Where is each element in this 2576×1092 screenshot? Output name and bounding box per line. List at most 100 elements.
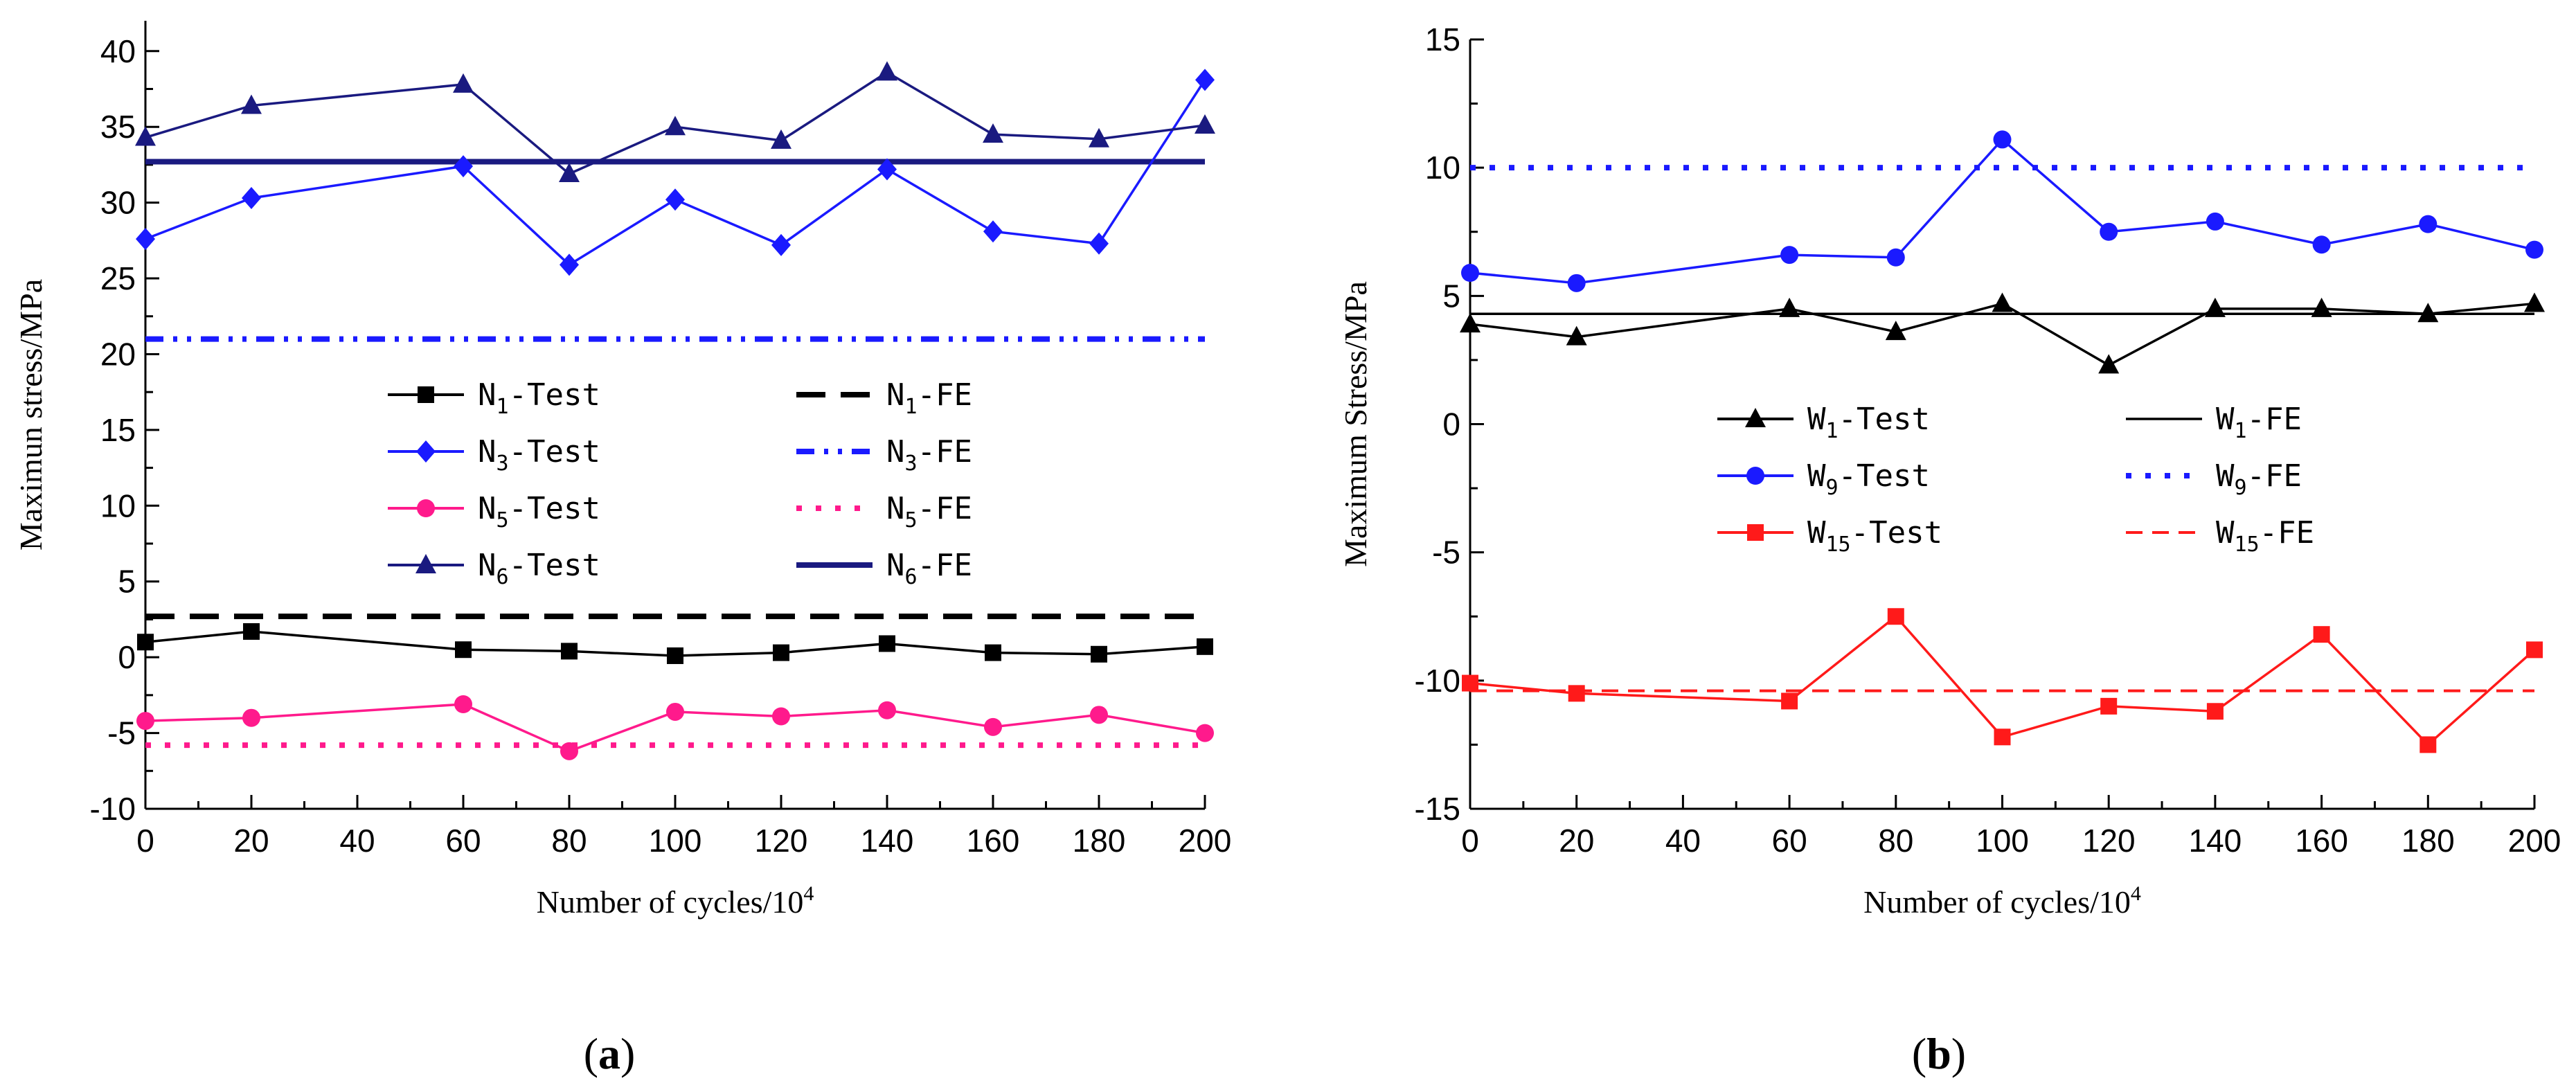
legend-label: W9-FE (2216, 458, 2302, 500)
data-point-w1-test (2311, 297, 2332, 317)
x-tick-label: 120 (2082, 823, 2136, 859)
x-tick-label: 120 (755, 823, 808, 859)
x-tick-label: 0 (136, 823, 154, 859)
data-point-n3-test (877, 158, 897, 181)
data-point-n3-test (983, 220, 1003, 243)
x-tick-label: 0 (1461, 823, 1479, 859)
data-point-n6-test (983, 123, 1003, 143)
x-axis-title: Number of cycles/104 (1863, 882, 2141, 920)
legend-label: W15-Test (1807, 515, 1942, 557)
data-point-n3-test (1195, 69, 1215, 91)
x-tick-label: 60 (1772, 823, 1807, 859)
data-point-n6-test (453, 73, 474, 93)
data-point-n3-test (454, 155, 473, 178)
x-tick-label: 100 (1976, 823, 2029, 859)
data-point-n1-test (243, 623, 260, 640)
data-point-w1-test (1566, 325, 1587, 346)
legend-marker (1745, 408, 1766, 427)
data-point-n3-test (136, 228, 155, 251)
data-point-n5-test (454, 695, 472, 713)
data-point-n6-test (559, 163, 580, 183)
data-point-n6-test (1089, 127, 1109, 147)
data-point-w9-test (1993, 130, 2012, 149)
data-point-w15-test (1462, 674, 1478, 692)
legend-label: W15-FE (2216, 515, 2314, 557)
data-point-w1-test (1460, 313, 1481, 333)
x-tick-label: 20 (1559, 823, 1594, 859)
y-tick-label: 30 (100, 185, 136, 221)
legend-label: W1-Test (1807, 402, 1930, 443)
data-point-w1-test (2204, 297, 2226, 317)
series-line-w15-test (1469, 614, 2536, 746)
data-point-w15-test (2100, 697, 2118, 715)
data-point-w1-test (1885, 321, 1906, 341)
y-tick-label: 5 (118, 564, 136, 600)
data-point-n5-test (242, 708, 260, 727)
x-tick-label: 180 (2401, 823, 2455, 859)
series-line-n3-test (145, 79, 1206, 267)
y-tick-label: 20 (100, 336, 136, 372)
data-point-w1-test (2098, 354, 2120, 374)
y-tick-label: 10 (100, 487, 136, 523)
legend: N1-Test N3-Test N5-Test N6-Test N1-FE N3-FE N5… (388, 377, 972, 589)
data-point-n3-test (1089, 232, 1109, 255)
legend-marker (415, 554, 436, 573)
data-point-w9-test (2100, 222, 2118, 241)
x-tick-label: 20 (233, 823, 269, 859)
data-point-n1-test (773, 644, 789, 661)
x-tick-label: 160 (967, 823, 1020, 859)
data-point-w15-test (2206, 703, 2224, 720)
panel-label: (a) (584, 1029, 636, 1078)
x-tick-label: 200 (2508, 823, 2561, 859)
data-point-n1-test (985, 644, 1001, 661)
data-point-n1-test (1091, 645, 1107, 663)
legend: W1-Test W9-Test W15-Test W1-FE W9-FE W15-FE (1717, 402, 2314, 557)
data-point-n1-test (879, 635, 895, 652)
legend-label: W9-Test (1807, 458, 1930, 500)
legend-label: N3-FE (886, 434, 972, 476)
data-point-n5-test (560, 742, 578, 760)
data-point-n6-test (665, 116, 686, 136)
data-point-n5-test (772, 707, 790, 726)
data-point-w15-test (1994, 728, 2011, 746)
data-point-n3-test (771, 233, 791, 256)
x-tick-label: 140 (861, 823, 914, 859)
data-point-n1-test (455, 641, 472, 659)
series-line-n6-test (145, 71, 1206, 176)
x-tick-label: 200 (1179, 823, 1232, 859)
legend-label: N1-Test (478, 377, 600, 419)
x-tick-label: 140 (2189, 823, 2242, 859)
data-point-w15-test (1781, 692, 1798, 710)
data-point-w1-test (2524, 292, 2545, 312)
x-tick-label: 100 (649, 823, 702, 859)
data-point-w9-test (1886, 248, 1905, 267)
data-point-w9-test (2312, 235, 2331, 254)
data-point-n6-test (135, 126, 156, 146)
data-point-n5-test (666, 702, 684, 721)
y-tick-label: 10 (1425, 150, 1460, 186)
y-tick-label: 15 (1425, 21, 1460, 57)
legend-marker (417, 499, 435, 517)
chart-panel-b: 0 20 40 60 80 100 120 140 160 180 200 -15 -10 -5 0 5 10 1… (1338, 21, 2561, 1078)
x-axis-title: Number of cycles/104 (537, 882, 814, 920)
data-point-n6-test (771, 129, 791, 149)
data-point-w1-test (2417, 303, 2439, 323)
data-point-n5-test (136, 712, 154, 731)
y-tick-label: 0 (118, 639, 136, 675)
legend-label: N1-FE (886, 377, 972, 419)
data-point-w1-test (1992, 292, 2013, 312)
legend-label: N5-Test (478, 491, 600, 532)
x-tick-label: 40 (1665, 823, 1701, 859)
y-tick-label: -15 (1415, 791, 1460, 827)
data-point-w15-test (1887, 608, 1904, 625)
y-tick-label: -10 (90, 791, 136, 827)
x-tick-label: 60 (445, 823, 481, 859)
data-point-n3-test (560, 253, 579, 276)
y-axis-title: Maximum Stress/MPa (1338, 281, 1373, 567)
data-point-w15-test (2526, 641, 2543, 659)
x-tick-label: 180 (1073, 823, 1126, 859)
data-point-n5-test (1090, 706, 1108, 724)
data-point-n3-test (665, 188, 685, 211)
y-tick-label: -5 (1432, 535, 1460, 571)
x-tick-label: 160 (2295, 823, 2348, 859)
